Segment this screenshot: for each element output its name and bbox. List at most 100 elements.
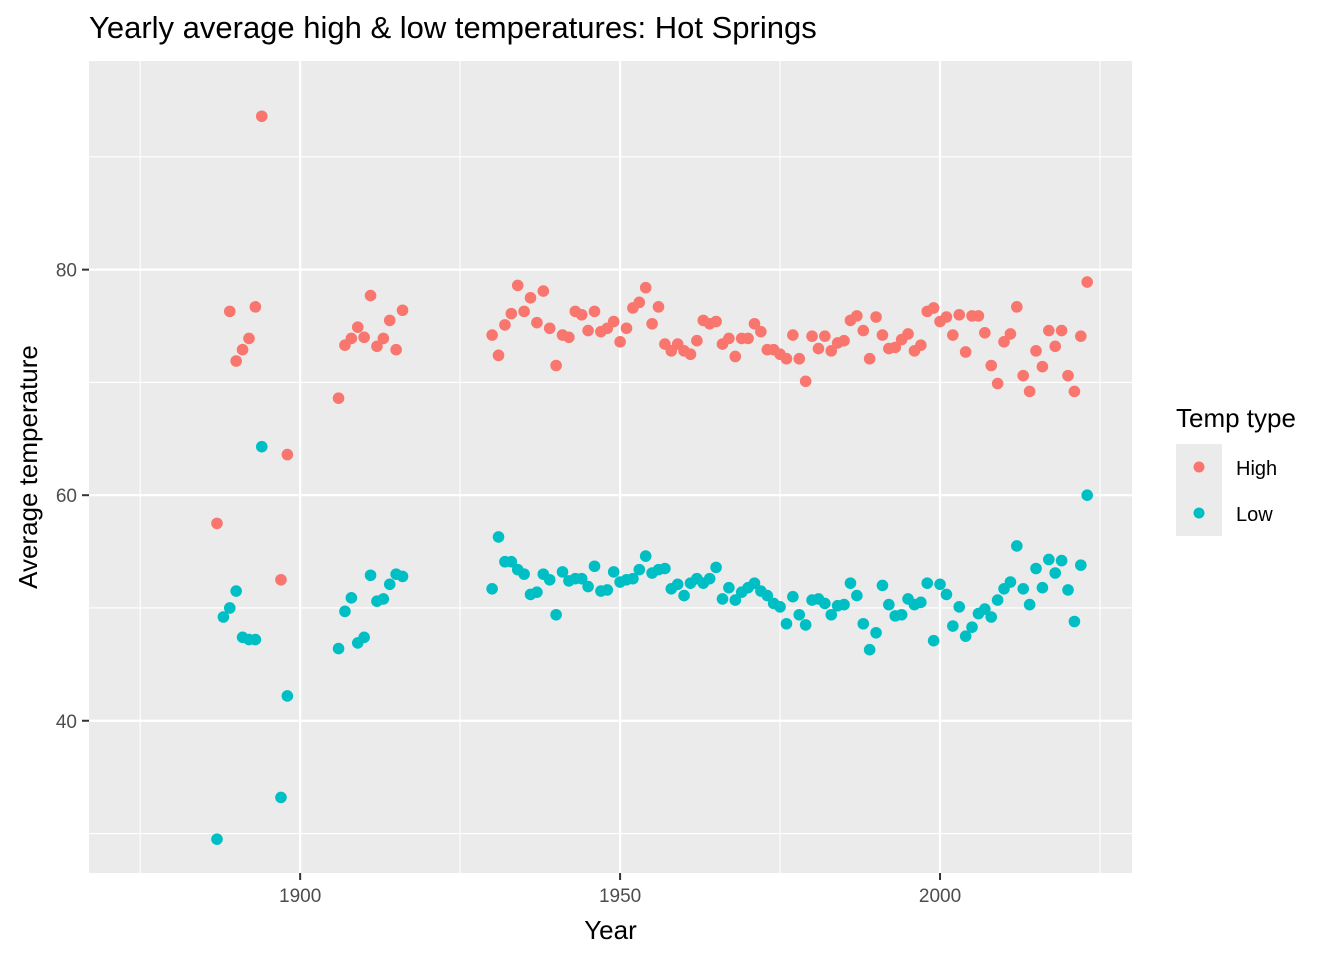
data-point-high bbox=[364, 289, 377, 302]
data-point-low bbox=[819, 597, 831, 610]
y-tick-label: 40 bbox=[56, 712, 77, 733]
data-point-low bbox=[748, 577, 761, 589]
data-point-high bbox=[979, 326, 991, 339]
data-point-high bbox=[550, 359, 562, 372]
plot-panel bbox=[89, 61, 1132, 873]
data-point-low bbox=[518, 568, 530, 580]
data-point-low bbox=[703, 572, 716, 585]
data-point-low bbox=[787, 590, 799, 603]
data-point-high bbox=[1023, 385, 1036, 398]
data-point-low bbox=[607, 566, 620, 578]
data-point-high bbox=[1017, 369, 1030, 382]
data-point-high bbox=[729, 350, 742, 363]
data-point-low bbox=[774, 601, 786, 613]
data-point-low bbox=[659, 562, 671, 575]
data-point-high bbox=[1043, 324, 1055, 337]
data-point-high bbox=[518, 305, 530, 318]
y-tick-label: 60 bbox=[56, 486, 77, 507]
data-point-low bbox=[1068, 615, 1081, 628]
data-point-high bbox=[575, 308, 588, 321]
data-point-high bbox=[825, 345, 838, 357]
data-point-high bbox=[755, 325, 767, 338]
data-point-high bbox=[819, 330, 831, 342]
data-point-high bbox=[902, 328, 914, 340]
data-point-low bbox=[633, 563, 646, 576]
data-point-low bbox=[927, 634, 940, 647]
data-point-low bbox=[588, 560, 601, 573]
data-point-low bbox=[364, 569, 377, 582]
data-point-high bbox=[940, 311, 953, 323]
data-point-high bbox=[1075, 330, 1087, 342]
data-point-low bbox=[281, 690, 294, 702]
data-point-low bbox=[921, 577, 934, 589]
data-point-high bbox=[243, 332, 255, 345]
data-point-low bbox=[857, 617, 870, 630]
data-point-low bbox=[710, 561, 722, 574]
data-point-high bbox=[646, 317, 658, 330]
data-point-high bbox=[1004, 328, 1017, 340]
x-axis-title: Year bbox=[584, 915, 637, 945]
data-point-high bbox=[851, 310, 863, 322]
y-axis-title: Average temperature bbox=[13, 345, 43, 589]
data-point-low bbox=[550, 608, 562, 621]
data-point-high bbox=[780, 352, 793, 365]
data-point-low bbox=[492, 531, 505, 543]
data-point-high bbox=[806, 330, 818, 342]
data-point-low bbox=[883, 598, 895, 611]
data-point-high bbox=[563, 331, 575, 344]
data-point-low bbox=[723, 581, 735, 594]
data-point-low bbox=[396, 570, 409, 583]
data-point-low bbox=[1011, 540, 1023, 552]
data-point-low bbox=[761, 589, 774, 602]
data-point-high bbox=[620, 322, 633, 335]
data-point-low bbox=[345, 592, 358, 604]
data-point-high bbox=[972, 310, 985, 322]
data-point-high bbox=[691, 334, 703, 347]
axis-ticks: 1900 1950 2000 40 60 80 bbox=[56, 261, 961, 907]
data-point-high bbox=[991, 377, 1004, 390]
data-point-low bbox=[1055, 554, 1068, 567]
data-point-low bbox=[1023, 598, 1036, 611]
data-point-high bbox=[211, 517, 223, 530]
data-point-high bbox=[249, 301, 262, 313]
data-point-low bbox=[716, 593, 729, 605]
data-point-high bbox=[838, 334, 850, 347]
data-point-low bbox=[915, 596, 927, 609]
data-point-high bbox=[652, 301, 665, 313]
data-point-high bbox=[633, 296, 646, 309]
data-point-low bbox=[275, 791, 287, 804]
data-point-high bbox=[543, 322, 556, 335]
data-point-low bbox=[249, 633, 262, 646]
data-point-high bbox=[383, 314, 396, 327]
data-point-low bbox=[531, 586, 543, 598]
data-point-low bbox=[486, 583, 498, 595]
data-point-low bbox=[1017, 583, 1030, 595]
x-tick-label: 1900 bbox=[279, 886, 321, 907]
data-point-high bbox=[531, 316, 543, 329]
data-point-high bbox=[1011, 301, 1023, 313]
major-gridlines bbox=[89, 61, 1132, 873]
data-point-high bbox=[524, 292, 537, 304]
data-point-high bbox=[511, 279, 524, 292]
data-point-high bbox=[345, 332, 358, 345]
data-point-low bbox=[1043, 553, 1055, 566]
data-point-low bbox=[505, 555, 518, 568]
data-point-low bbox=[627, 572, 639, 585]
data-point-low bbox=[851, 589, 863, 602]
data-point-low bbox=[979, 603, 991, 615]
legend-key-high bbox=[1193, 461, 1205, 473]
data-point-low bbox=[255, 440, 268, 453]
y-tick-label: 80 bbox=[56, 261, 77, 282]
data-point-low bbox=[947, 620, 959, 632]
data-point-high bbox=[1062, 369, 1074, 382]
data-point-high bbox=[332, 392, 345, 405]
data-point-high bbox=[1055, 324, 1068, 337]
data-point-high bbox=[499, 319, 511, 331]
data-point-low bbox=[383, 578, 396, 591]
data-point-high bbox=[639, 281, 652, 294]
data-point-high bbox=[1036, 360, 1049, 373]
data-point-high bbox=[1068, 385, 1081, 398]
data-point-high bbox=[582, 324, 594, 337]
data-point-low bbox=[1030, 562, 1042, 575]
data-point-high bbox=[953, 308, 966, 321]
